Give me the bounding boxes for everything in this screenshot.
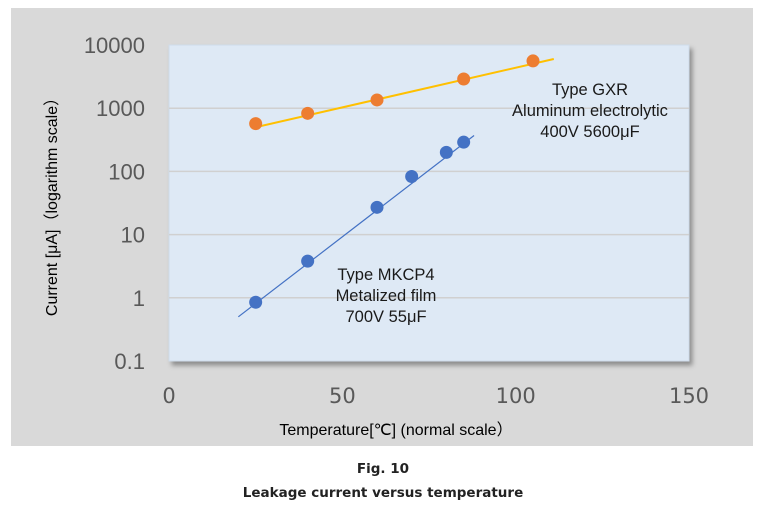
x-tick-label: 0 — [162, 384, 175, 408]
y-tick-label: 10000 — [84, 33, 145, 58]
x-axis-ticks: 0 50 100 150 — [162, 384, 709, 408]
chart: 10000 1000 100 10 1 0.1 0 50 100 150 Current [μA… — [43, 33, 709, 439]
annotation-line: 700V 55μF — [345, 308, 426, 326]
data-point-mkcp4 — [370, 200, 384, 214]
data-point-mkcp4 — [439, 145, 453, 159]
y-axis-ticks: 10000 1000 100 10 1 0.1 — [84, 33, 145, 374]
x-tick-label: 50 — [329, 384, 356, 408]
y-tick-label: 10 — [121, 223, 145, 248]
annotation-gxr: Type GXR Aluminum electrolytic 400V 5600… — [512, 81, 668, 141]
annotation-line: 400V 5600μF — [540, 123, 639, 141]
data-point-gxr — [526, 54, 540, 68]
data-point-mkcp4 — [301, 254, 315, 268]
figure-number: Fig. 10 — [356, 461, 410, 477]
annotation-mkcp4: Type MKCP4 Metalized film 700V 55μF — [336, 266, 437, 326]
data-points — [249, 54, 540, 309]
x-tick-label: 150 — [669, 384, 709, 408]
y-tick-label: 1000 — [96, 96, 145, 121]
y-tick-label: 0.1 — [114, 349, 145, 374]
x-axis-title: Temperature[℃] (normal scale） — [279, 421, 512, 439]
data-point-gxr — [301, 106, 315, 120]
data-point-gxr — [370, 93, 384, 107]
annotation-line: Metalized film — [336, 287, 437, 305]
annotation-line: Type GXR — [552, 81, 628, 99]
data-point-gxr — [249, 117, 263, 131]
gridlines — [169, 107, 689, 299]
annotation-line: Aluminum electrolytic — [512, 102, 668, 120]
data-point-mkcp4 — [249, 295, 263, 309]
y-axis-title: Current [μA]（logarithm scale） — [43, 90, 61, 316]
data-point-mkcp4 — [405, 170, 419, 184]
x-tick-label: 100 — [496, 384, 536, 408]
data-point-mkcp4 — [457, 135, 471, 149]
y-tick-label: 1 — [133, 286, 145, 311]
y-tick-label: 100 — [108, 159, 145, 184]
data-point-gxr — [457, 72, 471, 86]
figure-caption: Leakage current versus temperature — [242, 485, 524, 501]
trendline-mkcp4 — [237, 135, 475, 318]
annotation-line: Type MKCP4 — [337, 266, 434, 284]
